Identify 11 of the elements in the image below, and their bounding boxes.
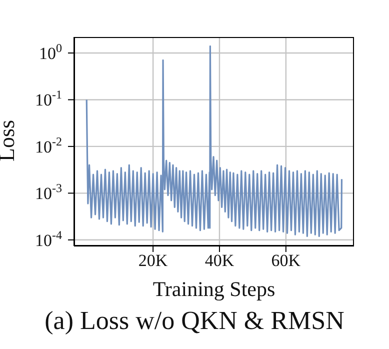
x-tick-label: 40K: [204, 251, 235, 270]
x-axis-title: Training Steps: [152, 277, 276, 301]
y-tick-label: 10$^{-4}$: [35, 228, 62, 250]
x-tick-label: 20K: [138, 251, 168, 270]
x-tick-label: 60K: [271, 251, 302, 270]
text: (a) Loss w/o QKN & RMSN: [44, 306, 346, 336]
y-tick-label: 10$^{0}$: [39, 41, 62, 63]
y-tick-label: 10$^{-1}$: [35, 88, 62, 110]
line-series: [86, 45, 343, 237]
y-tick-label: 10$^{-2}$: [35, 134, 62, 156]
y-tick-label: 10$^{-3}$: [35, 181, 62, 204]
